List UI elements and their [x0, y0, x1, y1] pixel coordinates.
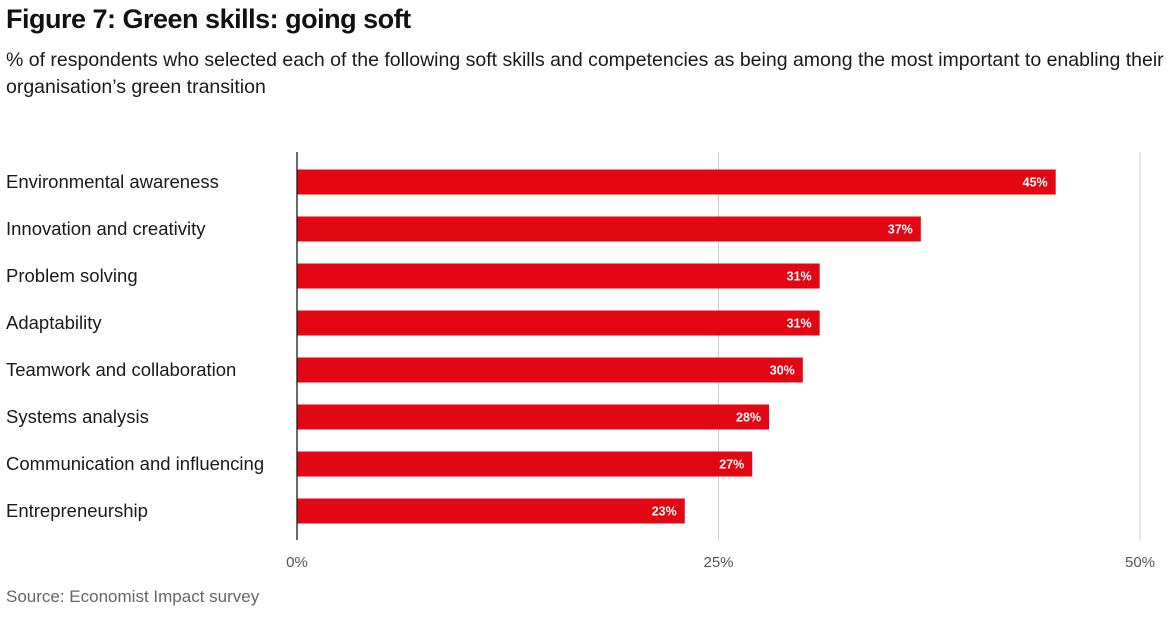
bar-value-label: 30%: [770, 364, 795, 378]
x-tick-label: 50%: [1125, 554, 1155, 571]
chart-subtitle: % of respondents who selected each of th…: [6, 49, 1164, 98]
category-label: Adaptability: [6, 312, 102, 333]
x-tick-label: 25%: [703, 554, 733, 571]
bar: [297, 310, 820, 336]
bars: 45% 37% 31% 31% 30% 28% 27% 23%: [297, 169, 1056, 524]
category-label: Environmental awareness: [6, 171, 219, 192]
bar: [297, 216, 921, 242]
gridlines: [718, 152, 1141, 540]
bar-value-label: 31%: [787, 317, 812, 331]
bar-value-label: 23%: [652, 505, 677, 519]
category-label: Entrepreneurship: [6, 500, 148, 521]
bar: [297, 169, 1056, 195]
category-label: Communication and influencing: [6, 453, 264, 474]
category-label: Problem solving: [6, 265, 138, 286]
x-axis-ticks: 0% 25% 50%: [286, 554, 1155, 571]
bar-value-label: 31%: [787, 270, 812, 284]
x-tick-label: 0%: [286, 554, 308, 571]
chart-title: Figure 7: Green skills: going soft: [6, 4, 411, 34]
bar: [297, 451, 753, 477]
category-labels: Environmental awareness Innovation and cr…: [6, 171, 264, 521]
bar-chart: 45% 37% 31% 31% 30% 28% 27% 23% Environmental a…: [6, 152, 1155, 571]
bar: [297, 263, 820, 289]
bar: [297, 404, 770, 430]
bar: [297, 498, 685, 524]
bar-value-label: 27%: [719, 458, 744, 472]
source-note: Source: Economist Impact survey: [6, 587, 260, 606]
category-label: Systems analysis: [6, 406, 149, 427]
bar: [297, 357, 803, 383]
category-label: Innovation and creativity: [6, 218, 206, 239]
bar-value-label: 37%: [888, 223, 913, 237]
category-label: Teamwork and collaboration: [6, 359, 236, 380]
bar-value-label: 28%: [736, 411, 761, 425]
bar-value-label: 45%: [1023, 176, 1048, 190]
